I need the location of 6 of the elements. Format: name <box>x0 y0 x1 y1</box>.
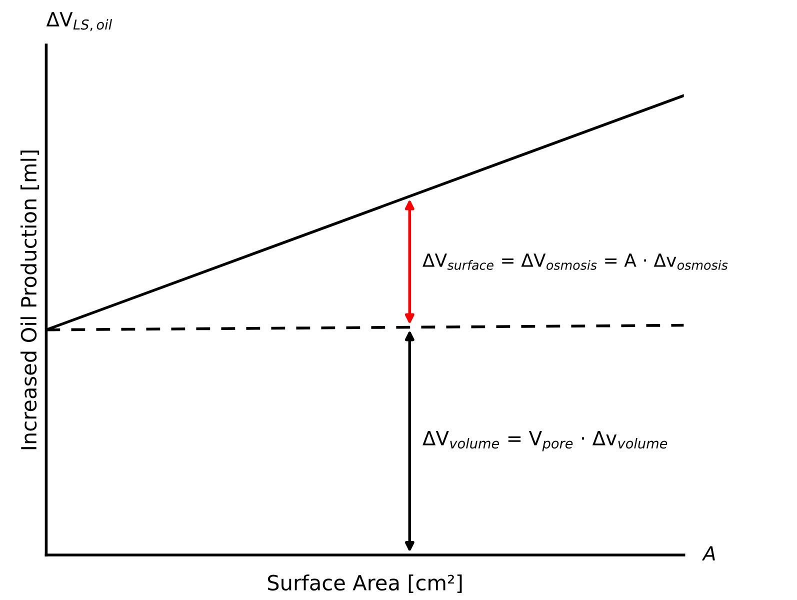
x-axis-title: Surface Area [cm²] <box>268 574 462 594</box>
annotation: A <box>702 546 715 560</box>
annotation: ΔV$_{surface}$ = ΔV$_{osmosis}$ = A · Δv$_{osmosis}$ <box>422 254 728 270</box>
y-axis-title: Increased Oil Production [ml] <box>20 150 40 450</box>
text: ΔV$_{LS,oil}$ <box>46 12 112 32</box>
annotation: ΔV$_{volume}$ = V$_{pore}$ · Δv$_{volume}$ <box>422 431 668 452</box>
